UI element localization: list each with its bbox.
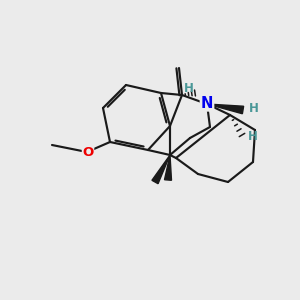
Polygon shape	[207, 104, 244, 114]
Text: N: N	[201, 95, 213, 110]
Text: H: H	[184, 82, 194, 95]
Text: H: H	[249, 101, 259, 115]
Text: O: O	[82, 146, 94, 158]
Text: H: H	[248, 130, 258, 143]
Polygon shape	[164, 155, 172, 180]
Polygon shape	[152, 155, 170, 184]
